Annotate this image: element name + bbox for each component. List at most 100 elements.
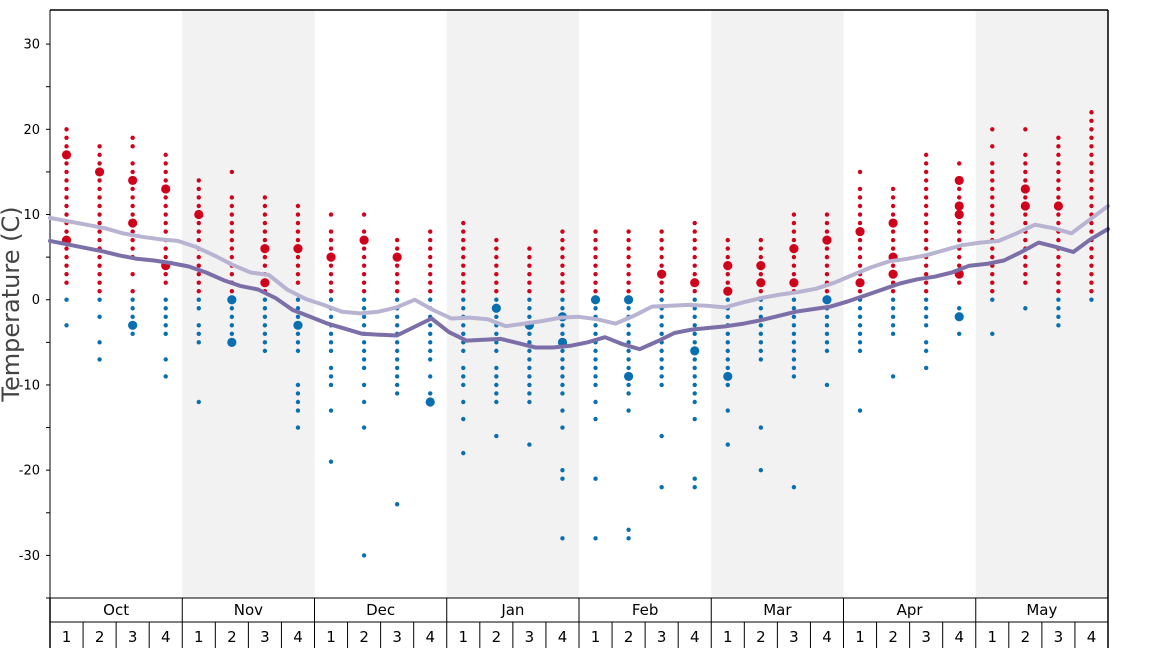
cold-dot bbox=[461, 450, 466, 456]
warm-dot bbox=[97, 203, 102, 209]
cold-dot bbox=[725, 408, 730, 413]
warm-dot bbox=[196, 237, 201, 243]
warm-dot bbox=[791, 229, 797, 234]
cold-dot bbox=[527, 340, 532, 345]
warm-dot-large bbox=[723, 286, 733, 296]
warm-dot-large bbox=[326, 252, 336, 262]
warm-dot bbox=[97, 263, 102, 268]
warm-dot bbox=[64, 229, 69, 234]
warm-dot bbox=[163, 254, 168, 260]
warm-dot bbox=[758, 271, 764, 277]
warm-dot bbox=[130, 144, 135, 149]
cold-dot bbox=[494, 331, 499, 337]
warm-dot bbox=[957, 263, 962, 268]
cold-dot bbox=[295, 408, 301, 413]
warm-dot bbox=[957, 195, 962, 200]
warm-dot bbox=[64, 271, 69, 277]
warm-dot bbox=[1089, 118, 1094, 123]
cold-dot bbox=[295, 331, 301, 337]
cold-dot bbox=[328, 340, 334, 345]
warm-dot bbox=[560, 280, 565, 285]
warm-dot bbox=[758, 254, 764, 260]
cold-dot bbox=[560, 331, 565, 337]
warm-dot bbox=[857, 203, 863, 209]
warm-dot bbox=[758, 237, 764, 243]
warm-dot bbox=[295, 203, 301, 209]
cold-dot bbox=[758, 340, 764, 345]
warm-dot bbox=[229, 169, 235, 175]
cold-dot bbox=[394, 297, 400, 302]
cold-dot bbox=[461, 297, 466, 302]
warm-dot bbox=[262, 237, 268, 243]
cold-dot bbox=[824, 340, 830, 345]
warm-dot bbox=[1023, 178, 1028, 183]
cold-dot bbox=[990, 297, 995, 302]
warm-dot bbox=[163, 212, 168, 217]
warm-dot bbox=[163, 169, 168, 175]
warm-dot-large bbox=[392, 252, 402, 262]
warm-dot bbox=[1056, 169, 1061, 175]
cold-dot bbox=[163, 331, 168, 337]
warm-dot bbox=[97, 212, 102, 217]
warm-dot bbox=[1056, 195, 1061, 200]
cold-dot bbox=[626, 340, 631, 345]
cold-dot bbox=[791, 485, 797, 490]
week-label: 4 bbox=[161, 628, 171, 646]
cold-dot bbox=[527, 391, 532, 396]
warm-dot bbox=[923, 246, 929, 251]
warm-dot bbox=[163, 220, 168, 226]
month-shading-bands bbox=[182, 10, 1108, 598]
warm-dot bbox=[626, 280, 631, 285]
warm-dot-large bbox=[690, 278, 700, 288]
cold-dot bbox=[824, 382, 830, 388]
warm-dot bbox=[394, 289, 400, 294]
cold-dot bbox=[758, 425, 764, 430]
warm-dot bbox=[461, 220, 466, 226]
warm-dot bbox=[1023, 161, 1028, 166]
cold-dot bbox=[328, 348, 334, 354]
cold-dot bbox=[97, 314, 102, 319]
cold-dot bbox=[626, 365, 631, 371]
warm-dot bbox=[626, 271, 631, 277]
warm-dot-large bbox=[888, 218, 898, 228]
warm-dot bbox=[659, 229, 664, 234]
week-label: 3 bbox=[1054, 628, 1064, 646]
cold-dot bbox=[361, 425, 367, 430]
cold-dot bbox=[494, 365, 499, 371]
x-axis: Oct 1 2 3 4 Nov 1 2 3 4 Dec 1 2 3 4 Jan 1 2 3 4 Feb 1 2 3 4 Mar 1 2… bbox=[49, 597, 1108, 648]
cold-dot bbox=[659, 433, 664, 439]
warm-dot bbox=[692, 271, 697, 277]
cold-dot bbox=[593, 416, 598, 422]
warm-dot bbox=[560, 254, 565, 260]
warm-dot bbox=[64, 127, 69, 132]
cold-dot bbox=[758, 348, 764, 354]
warm-dot bbox=[593, 289, 598, 294]
warm-dot bbox=[196, 186, 201, 192]
warm-dot bbox=[725, 271, 730, 277]
warm-dot bbox=[626, 246, 631, 251]
cold-dot bbox=[758, 467, 764, 473]
cold-dot bbox=[494, 348, 499, 354]
cold-dot bbox=[262, 323, 268, 328]
cold-dot bbox=[758, 331, 764, 337]
cold-dot bbox=[593, 399, 598, 405]
warm-dot bbox=[196, 263, 201, 268]
cold-dot bbox=[361, 382, 367, 388]
cold-dot bbox=[593, 357, 598, 362]
week-label: 3 bbox=[392, 628, 402, 646]
cold-dot-large bbox=[723, 371, 733, 382]
warm-dot bbox=[130, 161, 135, 166]
cold-dot bbox=[725, 340, 730, 345]
warm-dot bbox=[64, 280, 69, 285]
week-label: 3 bbox=[789, 628, 799, 646]
cold-dot bbox=[791, 357, 797, 362]
week-label: 1 bbox=[62, 628, 72, 646]
week-label: 3 bbox=[525, 628, 535, 646]
warm-dot bbox=[196, 220, 201, 226]
warm-dot bbox=[923, 178, 929, 183]
warm-dot bbox=[130, 212, 135, 217]
cold-dot bbox=[692, 365, 697, 371]
cold-dot bbox=[957, 306, 962, 311]
warm-dot bbox=[593, 271, 598, 277]
